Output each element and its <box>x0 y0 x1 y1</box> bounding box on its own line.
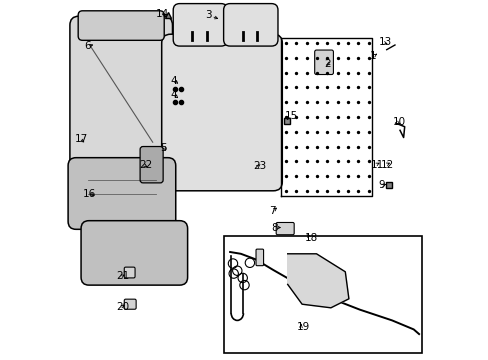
Text: 5: 5 <box>160 143 166 153</box>
Text: 14: 14 <box>156 9 169 19</box>
Text: 3: 3 <box>204 10 211 20</box>
Text: 19: 19 <box>296 322 309 332</box>
FancyBboxPatch shape <box>68 158 175 229</box>
Text: 11: 11 <box>370 160 384 170</box>
FancyBboxPatch shape <box>276 222 294 235</box>
Bar <box>224 236 421 353</box>
FancyBboxPatch shape <box>162 34 282 191</box>
Text: 4: 4 <box>170 90 177 100</box>
Text: 15: 15 <box>285 111 298 121</box>
Text: 22: 22 <box>139 160 152 170</box>
Text: 12: 12 <box>381 160 394 170</box>
FancyBboxPatch shape <box>256 249 263 266</box>
FancyBboxPatch shape <box>314 50 333 75</box>
Text: 21: 21 <box>117 271 130 282</box>
Text: 1: 1 <box>369 51 376 61</box>
FancyBboxPatch shape <box>140 147 163 183</box>
Text: 17: 17 <box>75 134 88 144</box>
Text: 13: 13 <box>378 37 391 48</box>
Text: 23: 23 <box>253 161 266 171</box>
FancyBboxPatch shape <box>81 221 187 285</box>
Text: 7: 7 <box>268 206 275 216</box>
FancyBboxPatch shape <box>124 299 136 309</box>
Text: 16: 16 <box>83 189 96 199</box>
Text: 10: 10 <box>392 117 405 127</box>
Text: 9: 9 <box>378 180 384 190</box>
Text: 20: 20 <box>117 302 129 312</box>
FancyBboxPatch shape <box>124 267 135 278</box>
FancyBboxPatch shape <box>173 4 227 46</box>
FancyBboxPatch shape <box>78 11 164 40</box>
Text: 6: 6 <box>84 41 91 51</box>
FancyBboxPatch shape <box>223 4 277 46</box>
Text: 4: 4 <box>170 76 177 86</box>
Polygon shape <box>287 254 348 308</box>
Text: 18: 18 <box>305 233 318 243</box>
Text: 2: 2 <box>324 59 330 69</box>
FancyBboxPatch shape <box>70 16 172 169</box>
Text: 8: 8 <box>271 222 278 233</box>
